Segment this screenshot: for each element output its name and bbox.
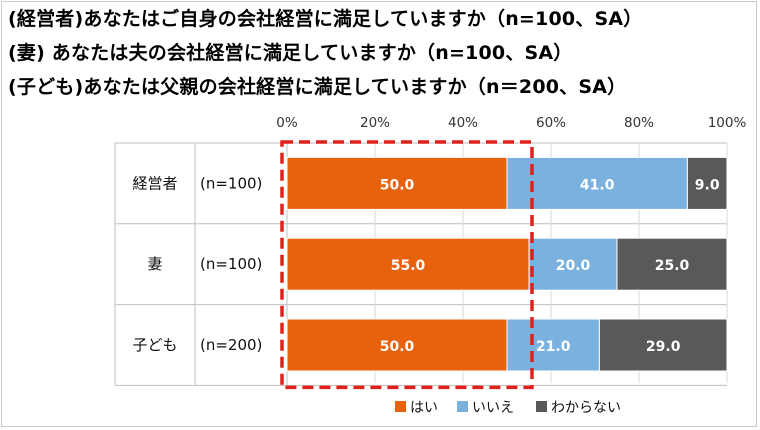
data-label: 50.0: [380, 339, 415, 355]
bar-segment: [506, 156, 688, 210]
data-label: 9.0: [695, 177, 720, 193]
bar-segment: [528, 237, 618, 291]
data-label: 20.0: [556, 258, 591, 274]
chart-title-2: (妻) あなたは夫の会社経営に満足していますか（n=100、SA）: [8, 42, 573, 64]
category-label: 妻: [147, 255, 162, 273]
legend-label: わからない: [551, 400, 621, 416]
x-tick-label: 100%: [708, 115, 747, 131]
bar-segment: [598, 318, 728, 372]
legend-label: いいえ: [472, 400, 514, 416]
bar-segment: [506, 318, 600, 372]
category-label: 子ども: [132, 336, 177, 354]
data-label: 50.0: [380, 177, 415, 193]
bar-segment: [686, 156, 728, 210]
legend-label: はい: [410, 400, 438, 416]
x-tick-label: 60%: [536, 115, 566, 131]
bar-segment: [286, 237, 530, 291]
data-label: 25.0: [655, 258, 690, 274]
highlight-box: [280, 140, 534, 390]
data-label: 21.0: [536, 339, 571, 355]
x-tick-label: 40%: [448, 115, 478, 131]
category-label: 経営者: [132, 174, 177, 192]
legend-swatch: [536, 401, 547, 412]
sample-size-label: (n=200): [200, 336, 262, 354]
x-tick-label: 0%: [276, 115, 298, 131]
data-label: 41.0: [580, 177, 615, 193]
chart-title-1: (経営者)あなたはご自身の会社経営に満足していますか（n=100、SA）: [8, 8, 643, 30]
data-label: 29.0: [646, 339, 681, 355]
sample-size-label: (n=100): [200, 255, 262, 273]
bar-segment: [616, 237, 728, 291]
x-tick-label: 20%: [360, 115, 390, 131]
legend-swatch: [395, 401, 406, 412]
legend-swatch: [457, 401, 468, 412]
bar-segment: [286, 318, 508, 372]
x-tick-label: 80%: [624, 115, 654, 131]
sample-size-label: (n=100): [200, 174, 262, 192]
chart-title-3: (子ども)あなたは父親の会社経営に満足していますか（n＝200、SA）: [8, 76, 627, 98]
data-label: 55.0: [391, 258, 426, 274]
